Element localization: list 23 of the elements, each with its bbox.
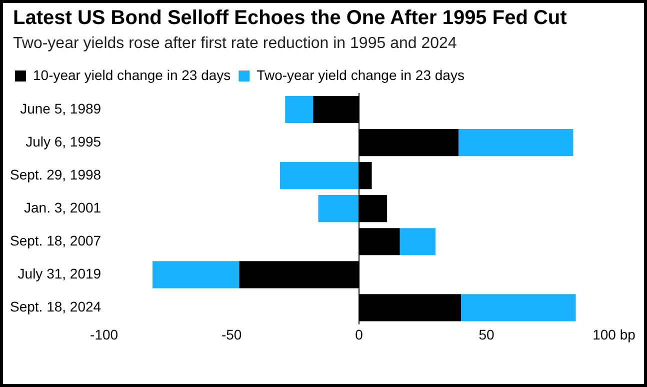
x-tick-label: -50	[221, 326, 242, 342]
bar	[285, 96, 314, 124]
x-tick-label: 100 bp	[592, 326, 636, 342]
x-tick-label: 50	[478, 326, 495, 342]
y-tick-label: Sept. 18, 2024	[10, 298, 102, 315]
y-tick-label: Jan. 3, 2001	[24, 199, 102, 216]
bar	[461, 294, 576, 322]
legend-label: Two-year yield change in 23 days	[256, 66, 464, 83]
y-tick-label: July 31, 2019	[18, 266, 102, 282]
chart-subtitle: Two-year yields rose after first rate reduction in 1995 and 2024	[13, 35, 457, 53]
y-tick-label: Sept. 29, 1998	[10, 166, 102, 182]
bar	[152, 261, 240, 288]
bar	[318, 195, 360, 222]
bar	[458, 129, 574, 156]
y-tick-label: June 5, 1989	[20, 100, 102, 116]
x-tick-label: -100	[90, 326, 118, 342]
x-tick-label: 0	[355, 326, 364, 342]
bar	[400, 228, 436, 256]
legend-label: 10-year yield change in 23 days	[33, 66, 231, 83]
y-tick-label: July 6, 1995	[26, 133, 102, 150]
y-tick-label: Sept. 18, 2007	[10, 232, 102, 248]
chart-title: Latest US Bond Selloff Echoes the One After 1995 Fed Cut	[13, 7, 567, 30]
bar	[280, 162, 360, 190]
